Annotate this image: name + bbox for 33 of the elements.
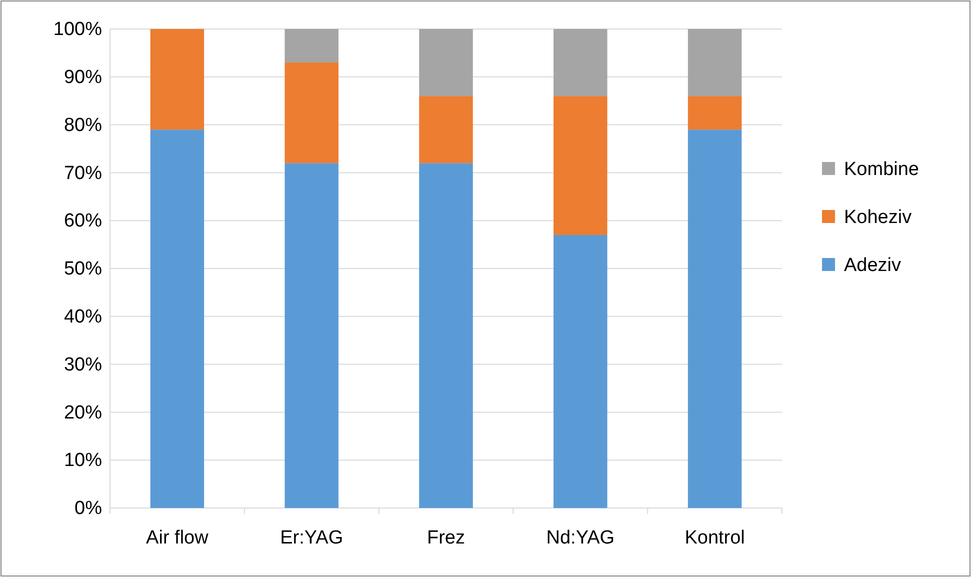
y-tick-label: 0% bbox=[74, 498, 102, 520]
bar bbox=[419, 29, 473, 96]
x-tick-label: Nd:YAG bbox=[546, 527, 615, 548]
legend-label: Koheziv bbox=[844, 207, 912, 228]
y-tick-label: 20% bbox=[64, 402, 102, 424]
bar bbox=[150, 29, 204, 130]
bar bbox=[150, 130, 204, 508]
y-tick-label: 10% bbox=[64, 450, 102, 472]
y-tick-label: 100% bbox=[53, 19, 102, 40]
bar bbox=[284, 29, 338, 63]
bar bbox=[554, 96, 608, 235]
y-tick-label: 70% bbox=[64, 162, 102, 184]
y-tick-label: 30% bbox=[64, 354, 102, 376]
bar bbox=[554, 234, 608, 508]
x-tick-label: Frez bbox=[427, 527, 465, 548]
bar bbox=[284, 62, 338, 164]
y-tick-label: 50% bbox=[64, 258, 102, 280]
y-tick-label: 90% bbox=[64, 66, 102, 88]
bar bbox=[284, 163, 338, 508]
bar bbox=[688, 96, 742, 130]
x-tick-label: Er:YAG bbox=[280, 527, 344, 548]
bar bbox=[688, 29, 742, 96]
x-tick-label: Kontrol bbox=[684, 527, 745, 548]
legend-label: Kombine bbox=[844, 159, 919, 180]
bar bbox=[419, 163, 473, 508]
bar bbox=[688, 130, 742, 508]
y-tick-label: 40% bbox=[64, 306, 102, 328]
y-tick-label: 60% bbox=[64, 210, 102, 232]
x-tick-label: Air flow bbox=[146, 527, 209, 548]
bar bbox=[554, 29, 608, 96]
bar bbox=[419, 96, 473, 164]
y-tick-label: 80% bbox=[64, 114, 102, 136]
legend-label: Adeziv bbox=[844, 255, 902, 276]
